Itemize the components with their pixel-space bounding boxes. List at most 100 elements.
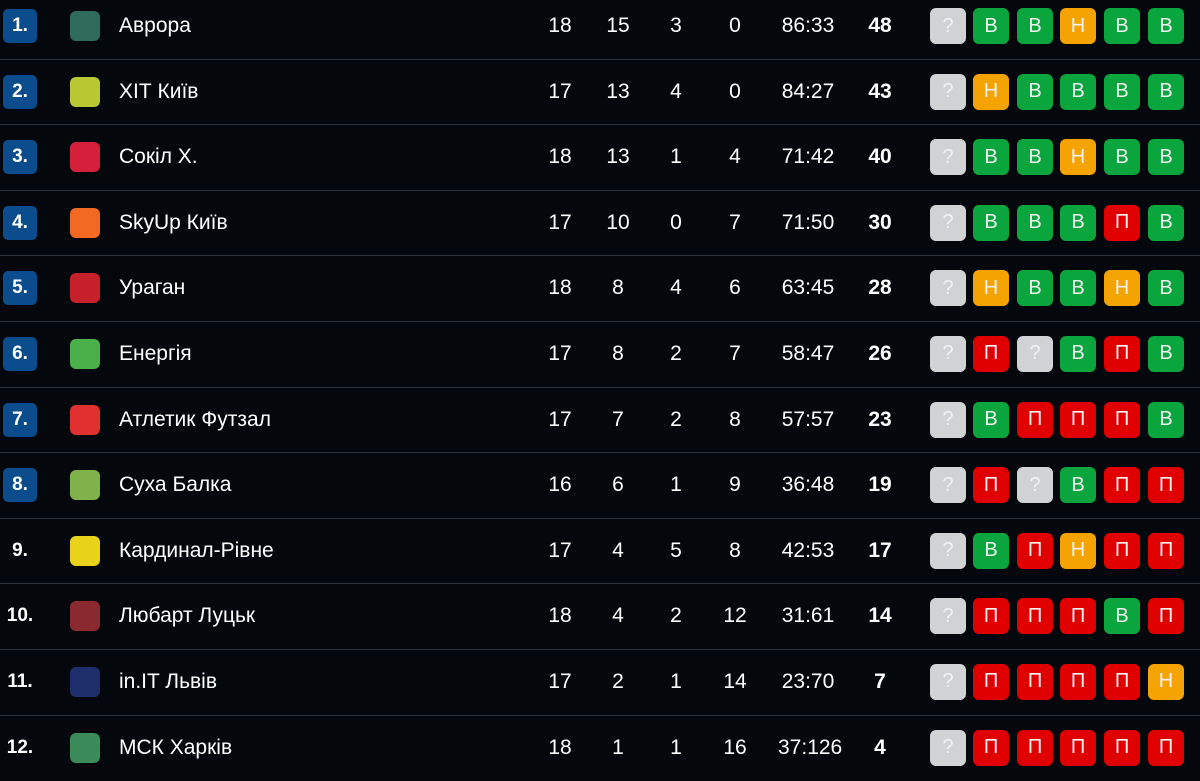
rank-badge: 12. bbox=[6, 736, 34, 758]
form-badge[interactable]: В bbox=[1148, 335, 1184, 372]
form-badge[interactable]: В bbox=[1148, 139, 1184, 176]
team-name[interactable]: ХІТ Київ bbox=[119, 79, 199, 103]
form-badge[interactable]: В bbox=[973, 204, 1009, 241]
form-badge[interactable]: П bbox=[1017, 598, 1053, 635]
form-badge[interactable]: П bbox=[1017, 663, 1053, 700]
form-badge[interactable]: В bbox=[973, 8, 1009, 44]
form-badge[interactable]: П bbox=[1104, 401, 1140, 438]
form-badge[interactable]: П bbox=[1060, 598, 1096, 635]
form-badge[interactable]: ? bbox=[930, 532, 966, 569]
form-badge[interactable]: Н bbox=[1060, 8, 1096, 44]
form-badge[interactable]: П bbox=[1148, 729, 1184, 766]
form-badge[interactable]: В bbox=[1104, 139, 1140, 176]
form-badge[interactable]: П bbox=[1104, 532, 1140, 569]
stat-pts: 40 bbox=[868, 145, 892, 169]
form-badge[interactable]: Н bbox=[973, 73, 1009, 110]
form-badge[interactable]: П bbox=[1060, 729, 1096, 766]
form-badge[interactable]: ? bbox=[930, 729, 966, 766]
team-name[interactable]: Енергія bbox=[119, 341, 192, 365]
stat-p: 17 bbox=[548, 538, 572, 562]
form-badge[interactable]: Н bbox=[973, 270, 1009, 307]
table-row[interactable]: 9. Кардинал-Рівне 17 4 5 8 42:53 17? В П Н П П bbox=[0, 519, 1200, 585]
form-badge[interactable]: ? bbox=[930, 73, 966, 110]
team-name[interactable]: SkyUp Київ bbox=[119, 210, 228, 234]
form-badge[interactable]: Н bbox=[1060, 532, 1096, 569]
form-badge[interactable]: В bbox=[1104, 8, 1140, 44]
form-badge[interactable]: Н bbox=[1104, 270, 1140, 307]
form-badge[interactable]: В bbox=[973, 401, 1009, 438]
form-badge[interactable]: П bbox=[973, 335, 1009, 372]
table-row[interactable]: 5. Ураган 18 8 4 6 63:45 28? Н В В Н В bbox=[0, 256, 1200, 322]
form-badge[interactable]: П bbox=[1104, 204, 1140, 241]
team-name[interactable]: Кардинал-Рівне bbox=[119, 538, 274, 562]
form-badge[interactable]: П bbox=[1104, 467, 1140, 504]
form-badge[interactable]: В bbox=[1017, 270, 1053, 307]
form-badge[interactable]: П bbox=[973, 598, 1009, 635]
form-badge[interactable]: П bbox=[1017, 401, 1053, 438]
form-badge[interactable]: В bbox=[1060, 204, 1096, 241]
team-name[interactable]: Любарт Луцьк bbox=[119, 604, 256, 628]
form-badge[interactable]: П bbox=[1104, 335, 1140, 372]
team-name[interactable]: Суха Балка bbox=[119, 473, 232, 497]
form-badge[interactable]: П bbox=[1104, 663, 1140, 700]
form-badge[interactable]: П bbox=[1017, 729, 1053, 766]
form-badge[interactable]: П bbox=[1017, 532, 1053, 569]
form-badge[interactable]: П bbox=[1148, 598, 1184, 635]
form-badge[interactable]: П bbox=[1060, 663, 1096, 700]
table-row[interactable]: 8. Суха Балка 16 6 1 9 36:48 19? П? В П П bbox=[0, 453, 1200, 519]
form-badge[interactable]: П bbox=[973, 729, 1009, 766]
team-name[interactable]: in.IT Львів bbox=[119, 669, 217, 693]
form-badge[interactable]: В bbox=[1148, 73, 1184, 110]
table-row[interactable]: 2. ХІТ Київ 17 13 4 0 84:27 43? Н В В В В bbox=[0, 60, 1200, 126]
team-name[interactable]: Сокіл Х. bbox=[119, 145, 198, 169]
form-badge[interactable]: П bbox=[973, 663, 1009, 700]
form-badge[interactable]: ? bbox=[930, 8, 966, 44]
form-badge[interactable]: В bbox=[1104, 73, 1140, 110]
form-badge[interactable]: В bbox=[1060, 270, 1096, 307]
form-badge[interactable]: П bbox=[1148, 532, 1184, 569]
form-badge[interactable]: В bbox=[1017, 73, 1053, 110]
stat-pts: 7 bbox=[874, 669, 886, 693]
table-row[interactable]: 3. Сокіл Х. 18 13 1 4 71:42 40? В В Н В В bbox=[0, 125, 1200, 191]
form-badge[interactable]: ? bbox=[930, 467, 966, 504]
team-name[interactable]: МСК Харків bbox=[119, 735, 233, 759]
form-badge[interactable]: ? bbox=[930, 335, 966, 372]
team-name[interactable]: Аврора bbox=[119, 14, 191, 37]
table-row[interactable]: 7. Атлетик Футзал 17 7 2 8 57:57 23? В П П П В bbox=[0, 388, 1200, 454]
form-badge[interactable]: В bbox=[973, 532, 1009, 569]
form-badge[interactable]: В bbox=[973, 139, 1009, 176]
team-name[interactable]: Атлетик Футзал bbox=[119, 407, 271, 431]
form-badge[interactable]: Н bbox=[1060, 139, 1096, 176]
table-row[interactable]: 12. МСК Харків 18 1 1 16 37:126 4? П П П П П bbox=[0, 716, 1200, 781]
table-row[interactable]: 6. Енергія 17 8 2 7 58:47 26? П? В П В bbox=[0, 322, 1200, 388]
form-badge[interactable]: ? bbox=[1017, 335, 1053, 372]
form-badge[interactable]: Н bbox=[1148, 663, 1184, 700]
form-badge[interactable]: ? bbox=[930, 663, 966, 700]
form-badge[interactable]: В bbox=[1017, 139, 1053, 176]
form-badge[interactable]: В bbox=[1017, 204, 1053, 241]
form-badge[interactable]: В bbox=[1148, 204, 1184, 241]
form-badge[interactable]: В bbox=[1060, 73, 1096, 110]
form-badge[interactable]: ? bbox=[930, 598, 966, 635]
table-row[interactable]: 11. in.IT Львів 17 2 1 14 23:70 7? П П П П Н bbox=[0, 650, 1200, 716]
table-row[interactable]: 10. Любарт Луцьк 18 4 2 12 31:61 14? П П П В П bbox=[0, 584, 1200, 650]
form-badge[interactable]: ? bbox=[930, 139, 966, 176]
form-badge[interactable]: ? bbox=[930, 270, 966, 307]
form-badge[interactable]: П bbox=[973, 467, 1009, 504]
form-badge[interactable]: ? bbox=[1017, 467, 1053, 504]
team-name[interactable]: Ураган bbox=[119, 276, 186, 300]
form-badge[interactable]: ? bbox=[930, 204, 966, 241]
form-badge[interactable]: В bbox=[1148, 8, 1184, 44]
table-row[interactable]: 4. SkyUp Київ 17 10 0 7 71:50 30? В В В П В bbox=[0, 191, 1200, 257]
table-row[interactable]: 1. Аврора 18 15 3 0 86:33 48? В В Н В В bbox=[0, 0, 1200, 60]
form-badge[interactable]: В bbox=[1148, 401, 1184, 438]
form-badge[interactable]: В bbox=[1148, 270, 1184, 307]
form-badge[interactable]: П bbox=[1060, 401, 1096, 438]
form-badge[interactable]: В bbox=[1060, 335, 1096, 372]
form-badge[interactable]: В bbox=[1017, 8, 1053, 44]
form-badge[interactable]: П bbox=[1104, 729, 1140, 766]
form-badge[interactable]: В bbox=[1104, 598, 1140, 635]
form-badge[interactable]: П bbox=[1148, 467, 1184, 504]
form-badge[interactable]: ? bbox=[930, 401, 966, 438]
form-badge[interactable]: В bbox=[1060, 467, 1096, 504]
